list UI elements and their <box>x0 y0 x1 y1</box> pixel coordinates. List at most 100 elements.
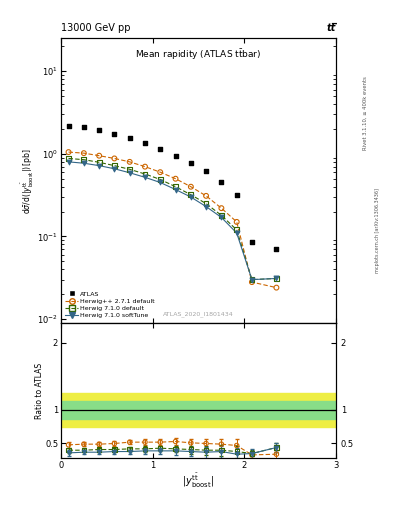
Point <box>173 183 179 191</box>
ATLAS <box>96 126 102 134</box>
Point <box>111 447 118 456</box>
Y-axis label: Ratio to ATLAS: Ratio to ATLAS <box>35 362 44 419</box>
Point <box>188 193 194 201</box>
Point <box>249 275 255 284</box>
Point <box>203 439 209 447</box>
Point <box>218 211 224 220</box>
Point <box>81 440 87 449</box>
Point <box>111 165 118 173</box>
Point <box>142 173 148 181</box>
Text: Mean rapidity (ATLAS t$\bar{\mathrm{t}}$bar): Mean rapidity (ATLAS t$\bar{\mathrm{t}}$… <box>135 47 262 62</box>
Legend: ATLAS, Herwig++ 2.7.1 default, Herwig 7.1.0 default, Herwig 7.1.0 softTune: ATLAS, Herwig++ 2.7.1 default, Herwig 7.… <box>64 290 156 319</box>
Point <box>188 183 194 191</box>
Point <box>81 448 87 456</box>
Point <box>273 443 279 452</box>
Point <box>127 168 133 177</box>
Point <box>218 440 224 449</box>
Point <box>218 447 224 456</box>
Point <box>157 168 163 176</box>
Point <box>233 226 240 234</box>
Point <box>111 162 118 170</box>
Text: ATLAS_2020_I1801434: ATLAS_2020_I1801434 <box>163 311 234 317</box>
Point <box>173 437 179 445</box>
Point <box>127 165 133 174</box>
Point <box>65 148 72 156</box>
ATLAS <box>233 190 240 199</box>
Point <box>203 200 209 208</box>
ATLAS <box>81 123 87 132</box>
Point <box>81 149 87 157</box>
Point <box>218 446 224 454</box>
Point <box>127 438 133 446</box>
Point <box>157 175 163 183</box>
Point <box>249 275 255 284</box>
Point <box>218 204 224 212</box>
Point <box>81 156 87 164</box>
Point <box>142 162 148 170</box>
Point <box>81 446 87 454</box>
Point <box>273 443 279 452</box>
Point <box>111 154 118 162</box>
ATLAS <box>127 134 133 142</box>
Point <box>96 448 102 456</box>
Point <box>233 229 240 237</box>
Point <box>249 451 255 459</box>
Point <box>273 284 279 292</box>
Point <box>233 450 240 458</box>
Point <box>173 185 179 194</box>
ATLAS <box>273 245 279 253</box>
Text: 13000 GeV pp: 13000 GeV pp <box>61 23 130 33</box>
Point <box>188 439 194 447</box>
Point <box>142 170 148 178</box>
Point <box>233 441 240 450</box>
Point <box>65 449 72 457</box>
ATLAS <box>188 159 194 167</box>
ATLAS <box>249 238 255 246</box>
ATLAS <box>157 145 163 153</box>
Point <box>188 447 194 456</box>
ATLAS <box>173 152 179 160</box>
X-axis label: $|y^\mathrm{t\bar{t}}_\mathrm{boost}|$: $|y^\mathrm{t\bar{t}}_\mathrm{boost}|$ <box>182 472 215 489</box>
Text: Rivet 3.1.10, ≥ 400k events: Rivet 3.1.10, ≥ 400k events <box>363 76 368 150</box>
Point <box>157 447 163 455</box>
Point <box>249 450 255 458</box>
Point <box>249 278 255 286</box>
ATLAS <box>111 130 118 138</box>
Point <box>173 445 179 453</box>
Point <box>218 214 224 222</box>
Point <box>157 178 163 186</box>
Point <box>111 439 118 447</box>
Point <box>65 158 72 166</box>
Point <box>273 274 279 283</box>
Point <box>127 447 133 456</box>
Point <box>96 445 102 454</box>
Point <box>157 438 163 446</box>
Point <box>273 274 279 283</box>
Point <box>127 158 133 166</box>
Point <box>96 162 102 170</box>
Point <box>173 447 179 455</box>
Point <box>273 450 279 458</box>
Point <box>173 175 179 183</box>
Point <box>142 445 148 453</box>
Point <box>65 446 72 454</box>
Point <box>127 445 133 453</box>
Point <box>233 218 240 226</box>
Point <box>188 445 194 454</box>
Y-axis label: $\mathrm{d}\bar{\sigma}/\mathrm{d}(|y^\mathrm{t\bar{t}}_\mathrm{boost}|)\,[\math: $\mathrm{d}\bar{\sigma}/\mathrm{d}(|y^\m… <box>20 147 36 214</box>
Point <box>96 440 102 449</box>
Text: mcplots.cern.ch [arXiv:1306.3436]: mcplots.cern.ch [arXiv:1306.3436] <box>375 188 380 273</box>
Point <box>96 158 102 166</box>
Point <box>81 159 87 167</box>
Point <box>249 450 255 458</box>
Point <box>203 192 209 200</box>
Point <box>65 154 72 162</box>
ATLAS <box>218 178 224 186</box>
Point <box>203 202 209 210</box>
Point <box>188 190 194 199</box>
Point <box>142 447 148 455</box>
ATLAS <box>65 121 72 130</box>
Point <box>65 441 72 449</box>
ATLAS <box>142 139 148 147</box>
Point <box>157 444 163 452</box>
